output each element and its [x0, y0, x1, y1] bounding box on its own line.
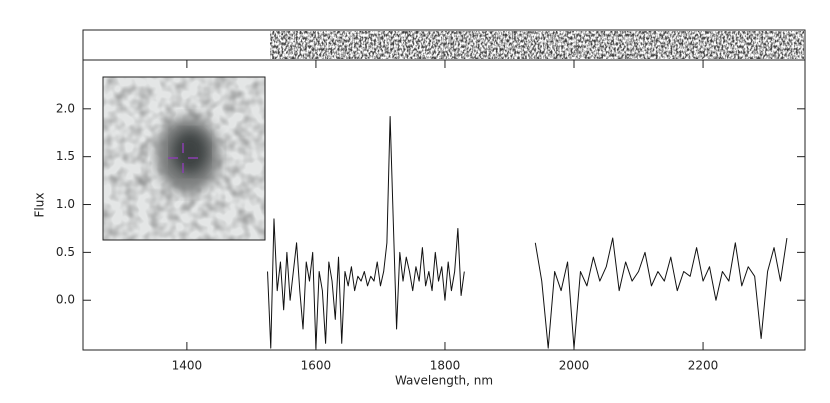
x-tick-label: 1600 [301, 359, 332, 373]
y-axis-label: Flux [33, 193, 47, 218]
y-tick-label: 0.0 [56, 293, 75, 307]
x-tick-label: 2000 [559, 359, 590, 373]
y-tick-label: 2.0 [56, 101, 75, 115]
x-tick-label: 1800 [430, 359, 461, 373]
spectrum-strip [82, 29, 806, 61]
spectrum-line [267, 115, 788, 349]
plot-area [267, 115, 788, 349]
y-tick-label: 0.5 [56, 245, 75, 259]
x-tick-label: 1400 [172, 359, 203, 373]
y-tick-label: 1.0 [56, 197, 75, 211]
x-axis-label: Wavelength, nm [395, 374, 493, 388]
y-tick-label: 1.5 [56, 149, 75, 163]
inset-frame [102, 76, 266, 241]
inset-image [103, 77, 265, 240]
x-tick-label: 2200 [688, 359, 719, 373]
